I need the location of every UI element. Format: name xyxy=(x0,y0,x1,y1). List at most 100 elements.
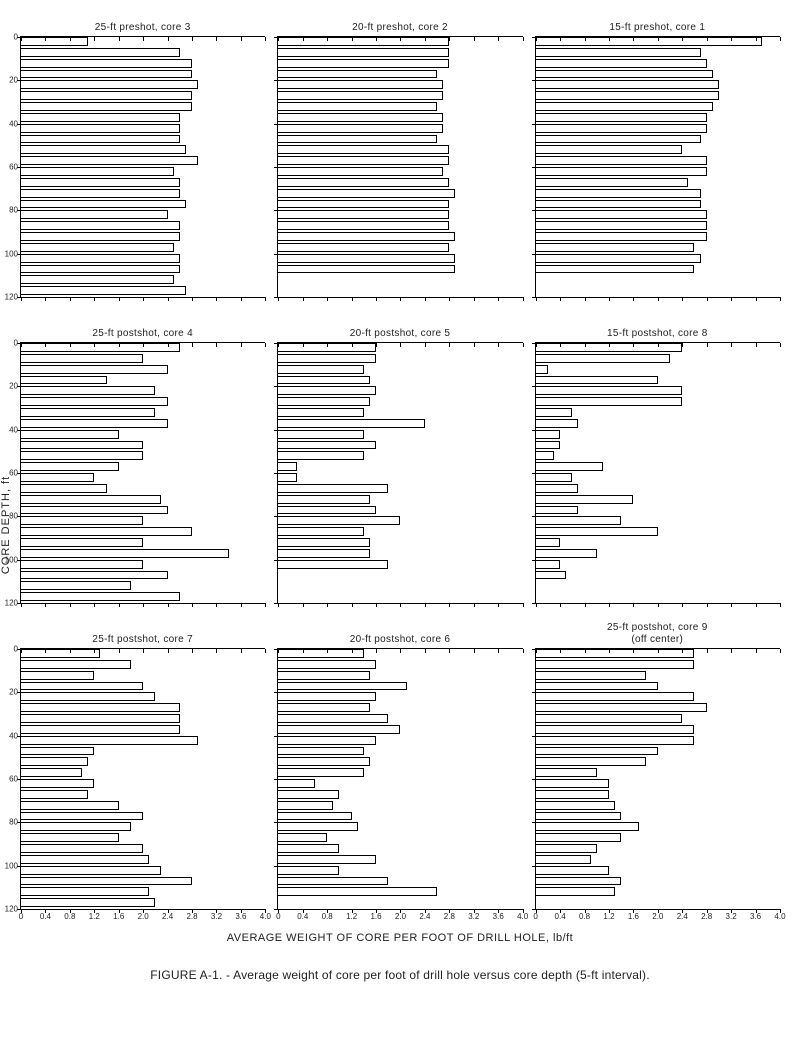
chart-area: 020406080100120 xyxy=(20,36,265,298)
bar xyxy=(21,779,94,788)
bar xyxy=(536,354,670,363)
xtick-mark xyxy=(143,343,144,347)
bar xyxy=(21,386,155,395)
xtick-mark xyxy=(143,297,144,301)
bar xyxy=(278,757,370,766)
xtick-mark xyxy=(560,297,561,301)
bar xyxy=(21,254,180,263)
chart-panel: 20-ft postshot, core 5 xyxy=(277,316,522,604)
xtick-mark xyxy=(498,297,499,301)
ytick-label: 20 xyxy=(3,688,18,697)
bar xyxy=(278,113,443,122)
xtick-mark xyxy=(327,37,328,41)
caption-label: FIGURE A-1. xyxy=(150,968,222,982)
bar xyxy=(278,91,443,100)
ytick-mark xyxy=(532,649,536,650)
xtick-mark xyxy=(168,603,169,607)
bar xyxy=(278,441,376,450)
xtick-mark xyxy=(376,37,377,41)
xtick-mark xyxy=(707,343,708,347)
xtick-label: 3.2 xyxy=(468,912,479,921)
chart-panel: 20-ft postshot, core 600.40.81.21.62.02.… xyxy=(277,622,522,910)
bar xyxy=(278,386,376,395)
ytick-mark xyxy=(532,80,536,81)
bar xyxy=(278,102,437,111)
xtick-mark xyxy=(425,297,426,301)
bar xyxy=(536,113,707,122)
bar xyxy=(536,178,689,187)
ytick-label: 120 xyxy=(3,905,18,914)
bar xyxy=(21,275,174,284)
bar xyxy=(536,671,646,680)
bar xyxy=(21,473,94,482)
xtick-mark xyxy=(731,297,732,301)
xtick-mark xyxy=(278,37,279,41)
ytick-label: 100 xyxy=(3,861,18,870)
bars-container xyxy=(21,649,265,909)
xtick-mark xyxy=(241,343,242,347)
bar xyxy=(278,254,455,263)
xtick-mark xyxy=(425,649,426,653)
bar xyxy=(278,527,364,536)
ytick-label: 120 xyxy=(3,599,18,608)
xtick-label: 3.6 xyxy=(750,912,761,921)
xtick-mark xyxy=(327,297,328,301)
ytick-mark xyxy=(274,560,278,561)
bar xyxy=(278,703,370,712)
bar xyxy=(536,441,560,450)
bar xyxy=(21,430,119,439)
bar xyxy=(21,167,174,176)
bar xyxy=(278,430,364,439)
xtick-label: 3.2 xyxy=(726,912,737,921)
bar xyxy=(536,822,640,831)
bar xyxy=(536,747,658,756)
xtick-label: 1.6 xyxy=(370,912,381,921)
xtick-mark xyxy=(45,603,46,607)
bar xyxy=(21,200,186,209)
bar xyxy=(278,768,364,777)
bar xyxy=(536,768,597,777)
bar xyxy=(21,725,180,734)
bar xyxy=(536,167,707,176)
xtick-mark xyxy=(633,343,634,347)
xtick-mark xyxy=(609,297,610,301)
bar xyxy=(21,462,119,471)
bar xyxy=(278,484,388,493)
bar xyxy=(278,37,449,46)
xtick-mark xyxy=(327,343,328,347)
bar xyxy=(21,801,119,810)
bar xyxy=(536,682,658,691)
bar xyxy=(278,692,376,701)
bar xyxy=(536,714,683,723)
xtick-mark xyxy=(609,649,610,653)
ytick-mark xyxy=(532,297,536,298)
xtick-mark xyxy=(425,37,426,41)
xtick-mark xyxy=(119,37,120,41)
bar xyxy=(536,397,683,406)
xtick-mark xyxy=(303,297,304,301)
ytick-mark xyxy=(274,167,278,168)
bar xyxy=(536,80,719,89)
panel-title: 25-ft postshot, core 4 xyxy=(20,316,265,342)
ytick-mark xyxy=(532,473,536,474)
xtick-mark xyxy=(303,603,304,607)
xtick-mark xyxy=(94,37,95,41)
ytick-mark xyxy=(274,516,278,517)
xtick-mark xyxy=(633,603,634,607)
xtick-mark xyxy=(682,37,683,41)
bar xyxy=(278,538,370,547)
xtick-mark xyxy=(216,343,217,347)
xtick-mark xyxy=(658,343,659,347)
ytick-label: 80 xyxy=(3,206,18,215)
ytick-mark xyxy=(274,779,278,780)
xtick-mark xyxy=(498,649,499,653)
xtick-mark xyxy=(682,343,683,347)
xtick-mark xyxy=(498,343,499,347)
xtick-mark xyxy=(45,649,46,653)
xtick-mark xyxy=(94,603,95,607)
ytick-mark xyxy=(274,297,278,298)
xtick-mark xyxy=(265,343,266,347)
xtick-mark xyxy=(523,297,524,301)
bar xyxy=(278,495,370,504)
xtick-label: 4.0 xyxy=(260,912,271,921)
